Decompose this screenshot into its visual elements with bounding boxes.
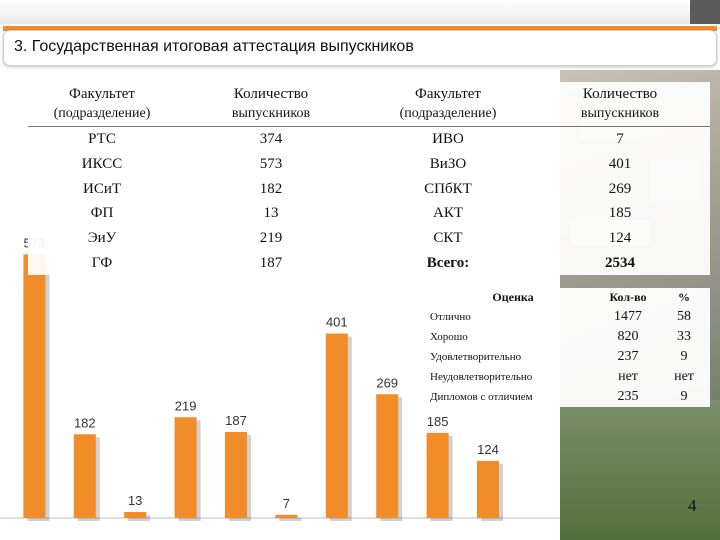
table-cell: ГФ	[91, 254, 113, 271]
table-cell: СПбКТ	[424, 180, 472, 197]
bar-data-label: 182	[74, 415, 96, 430]
table-row: ИСиТ 182 СПбКТ 269	[28, 176, 710, 201]
bar-data-label: 401	[326, 315, 348, 330]
grades-cell: Дипломов с отличием	[430, 391, 533, 403]
grades-cell: 9	[680, 349, 688, 364]
table-cell: 374	[259, 131, 283, 148]
table-cell: ВиЗО	[429, 156, 467, 173]
graduates-bar-chart: 573182132191877401269185124	[0, 235, 560, 521]
table-cell: 7	[616, 131, 624, 148]
grades-cell: 820	[617, 329, 639, 344]
graduates-table-header: Факультет (подразделение) Количество выпус…	[28, 82, 710, 127]
table-cell: 269	[608, 180, 632, 197]
table-cell: ИВО	[432, 131, 464, 148]
grades-cell: Неудовлетворительно	[430, 371, 533, 383]
col-header-count-2: Количество выпускников	[530, 82, 710, 127]
bar-data-label: 185	[427, 414, 449, 429]
col-header-faculty-2: Факультет (подразделение)	[366, 82, 530, 127]
grades-table-header: Оценка Кол-во %	[428, 288, 710, 307]
bar-ВиЗО	[325, 333, 348, 518]
bar-СКТ	[477, 460, 499, 518]
col-header-count: Количество выпускников	[176, 82, 366, 127]
table-row: ИКСС 573 ВиЗО 401	[28, 152, 710, 177]
bar-data-label: 187	[225, 413, 247, 428]
grades-header-grade: Оценка	[492, 290, 534, 304]
grades-row: Удовлетворительно 237 9	[428, 347, 710, 367]
total-value: 2534	[605, 254, 635, 271]
table-cell: ИСиТ	[82, 180, 122, 197]
table-cell: 13	[263, 205, 279, 222]
table-cell: АКТ	[433, 205, 463, 222]
bar-ИСиТ	[73, 434, 96, 518]
bar-ИКСС	[23, 254, 46, 519]
table-cell: 185	[608, 205, 632, 222]
table-cell: ИКСС	[81, 156, 123, 173]
grades-header-percent: %	[678, 290, 690, 304]
grades-row: Отлично 1477 58	[428, 307, 710, 327]
table-cell: 187	[259, 254, 283, 271]
bar-ГФ	[225, 431, 247, 518]
top-bar-photo	[690, 0, 720, 24]
bar-data-label: 219	[175, 398, 197, 413]
campus-photo-lawn	[560, 400, 720, 540]
bar-shadow	[128, 515, 151, 521]
bar-ИВО	[275, 514, 298, 518]
grades-cell: 33	[677, 329, 691, 344]
table-row: ГФ 187 Всего: 2534	[28, 250, 710, 275]
bar-АКТ	[426, 432, 449, 518]
table-cell: 219	[259, 230, 283, 247]
bar-data-label: 13	[128, 493, 142, 508]
bar-data-label: 124	[477, 442, 499, 457]
graduates-table: Факультет (подразделение) Количество выпус…	[28, 82, 710, 276]
grades-table: Оценка Кол-во % Отлично 1477 58 Хорошо 8…	[428, 288, 710, 407]
bar-СПбКТ	[376, 394, 399, 518]
grades-cell: 58	[677, 309, 691, 324]
grades-cell: нет	[674, 369, 694, 384]
bar-ФП	[124, 512, 147, 518]
grades-row: Хорошо 820 33	[428, 327, 710, 347]
top-bar	[0, 0, 720, 24]
table-cell: РТС	[88, 131, 116, 148]
col-header-faculty: Факультет (подразделение)	[28, 82, 176, 127]
grades-row: Неудовлетворительно нет нет	[428, 367, 710, 387]
bar-data-label: 269	[376, 375, 398, 390]
table-cell: 182	[259, 180, 283, 197]
page-number: 4	[688, 496, 697, 515]
table-cell: СКТ	[433, 230, 463, 247]
grades-cell: 235	[617, 389, 639, 404]
bar-shadow	[279, 517, 302, 521]
table-cell: 124	[608, 230, 632, 247]
grades-cell: Хорошо	[430, 331, 468, 343]
grades-header-count: Кол-во	[609, 290, 647, 304]
table-row: ФП 13 АКТ 185	[28, 201, 710, 226]
grades-cell: нет	[618, 369, 638, 384]
table-row: ЭиУ 219 СКТ 124	[28, 226, 710, 251]
grades-cell: Удовлетворительно	[430, 351, 522, 363]
total-label: Всего:	[426, 254, 470, 271]
table-cell: 401	[608, 156, 632, 173]
top-bar-light	[0, 0, 690, 24]
table-row: РТС 374 ИВО 7	[28, 127, 710, 152]
grades-cell: 1477	[614, 309, 642, 324]
table-cell: 573	[259, 156, 283, 173]
table-cell: ЭиУ	[87, 230, 117, 247]
grades-cell: 237	[617, 349, 639, 364]
grades-row: Дипломов с отличием 235 9	[428, 387, 710, 407]
title-accent-line	[3, 26, 717, 31]
grades-cell: Отлично	[430, 311, 471, 323]
page-title: 3. Государственная итоговая аттестация в…	[14, 38, 414, 55]
table-cell: ФП	[90, 205, 114, 222]
bar-data-label: 7	[283, 496, 290, 511]
grades-cell: 9	[680, 389, 688, 404]
title-banner: 3. Государственная итоговая аттестация в…	[3, 30, 717, 66]
bar-ЭиУ	[174, 417, 197, 518]
